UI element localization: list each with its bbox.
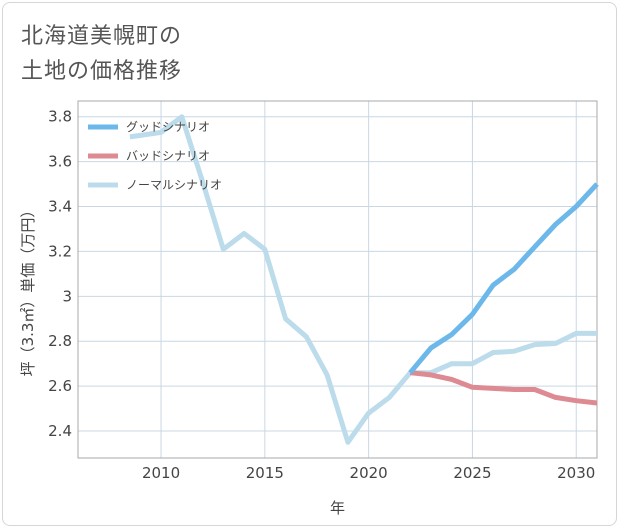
chart-title-line-1: 北海道美幌町の — [21, 24, 183, 49]
chart-title: 北海道美幌町の 土地の価格推移 — [21, 19, 182, 89]
y-tick-label: 3 — [62, 287, 72, 305]
x-tick-label: 2020 — [350, 464, 388, 482]
y-tick-label: 3.2 — [48, 242, 72, 260]
y-tick-label: 3.6 — [48, 153, 72, 171]
y-tick-label: 2.4 — [48, 422, 72, 440]
x-tick-label: 2015 — [246, 464, 284, 482]
legend-label-good: グッドシナリオ — [126, 120, 210, 134]
y-axis-label: 坪（3.3㎡）単価（万円） — [19, 203, 37, 377]
x-tick-label: 2025 — [453, 464, 491, 482]
chart-card: 北海道美幌町の 土地の価格推移 — [2, 2, 617, 526]
x-axis-ticks: 2010 2015 2020 2025 2030 — [142, 464, 595, 482]
x-axis-label: 年 — [330, 499, 345, 517]
chart-title-line-2: 土地の価格推移 — [21, 59, 183, 84]
x-tick-label: 2030 — [557, 464, 595, 482]
y-tick-label: 3.8 — [48, 108, 72, 126]
series-line-good — [408, 182, 599, 375]
grid-lines — [78, 101, 597, 458]
legend-label-bad: バッドシナリオ — [126, 149, 210, 163]
y-tick-label: 3.4 — [48, 198, 72, 216]
series-lines — [129, 114, 599, 445]
series-line-bad — [409, 370, 598, 406]
y-tick-label: 2.8 — [48, 332, 72, 350]
y-axis-ticks: 2.4 2.6 2.8 3 3.2 3.4 3.6 3.8 — [48, 108, 72, 440]
x-tick-label: 2010 — [142, 464, 180, 482]
series-line-normal — [129, 114, 597, 445]
y-tick-label: 2.6 — [48, 377, 72, 395]
legend-label-normal: ノーマルシナリオ — [126, 178, 222, 192]
plot-area-border — [77, 100, 598, 459]
